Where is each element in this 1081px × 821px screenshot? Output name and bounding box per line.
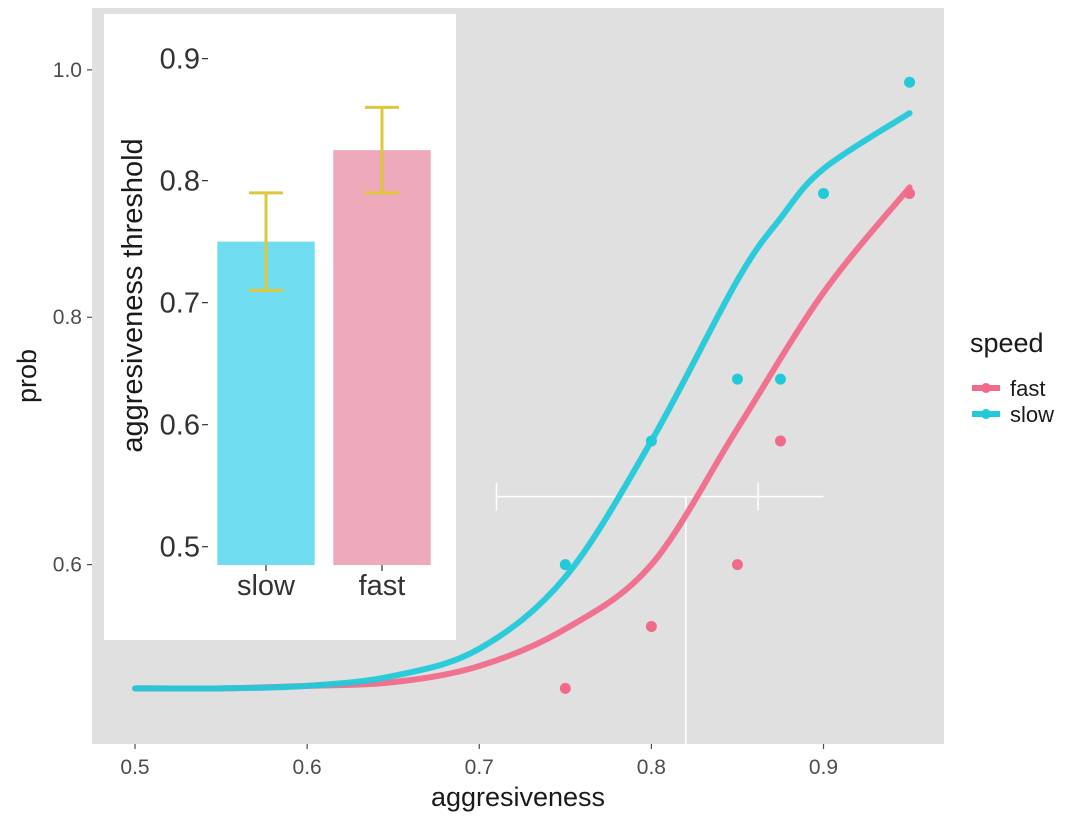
x-tick-label: 0.9 — [809, 756, 838, 779]
y-tick-label: 0.8 — [53, 306, 82, 329]
x-tick-label: 0.6 — [293, 756, 322, 779]
inset-y-tick-label: 0.6 — [160, 410, 200, 442]
legend-label-fast: fast — [1010, 376, 1045, 401]
x-tick-label: 0.8 — [637, 756, 666, 779]
inset-y-tick-label: 0.8 — [160, 166, 200, 198]
x-tick-label: 0.7 — [465, 756, 494, 779]
legend-label-slow: slow — [1010, 402, 1054, 427]
data-point-fast — [731, 559, 743, 571]
legend-key-point-fast — [981, 383, 991, 393]
inset-y-tick-label: 0.9 — [160, 44, 200, 76]
inset-y-tick-label: 0.7 — [160, 288, 200, 320]
data-point-slow — [645, 435, 657, 447]
series-line-slow — [132, 110, 913, 692]
main-plot-layer: 0.5 0.6 0.7 0.8 0.9 0.6 0.8 1.0 — [53, 59, 916, 779]
data-point-slow — [731, 373, 743, 385]
inset-y-tick-label: 0.5 — [160, 532, 200, 564]
legend-title: speed — [970, 328, 1044, 358]
inset-x-tick-label: slow — [237, 570, 296, 602]
data-point-slow — [559, 559, 571, 571]
inset-bar-slow — [217, 241, 315, 565]
data-point-slow — [774, 373, 786, 385]
data-point-slow — [904, 76, 916, 88]
inset-y-axis-title: aggresiveness threshold — [117, 138, 149, 452]
y-axis-title: prob — [12, 349, 42, 403]
data-point-fast — [559, 682, 571, 694]
data-point-slow — [818, 188, 830, 200]
inset-bar-fast — [333, 150, 431, 565]
x-tick-label: 0.5 — [120, 756, 149, 779]
y-tick-label: 1.0 — [53, 59, 82, 82]
y-tick-label: 0.6 — [53, 554, 82, 577]
legend-key-point-slow — [981, 409, 991, 419]
data-point-fast — [904, 188, 916, 200]
data-point-fast — [774, 435, 786, 447]
x-axis-title: aggresiveness — [431, 782, 605, 812]
inset-plot-layer: 0.5 0.6 0.7 0.8 0.9 slow fast — [160, 44, 431, 602]
data-point-fast — [645, 620, 657, 632]
inset-x-tick-label: fast — [359, 570, 406, 602]
